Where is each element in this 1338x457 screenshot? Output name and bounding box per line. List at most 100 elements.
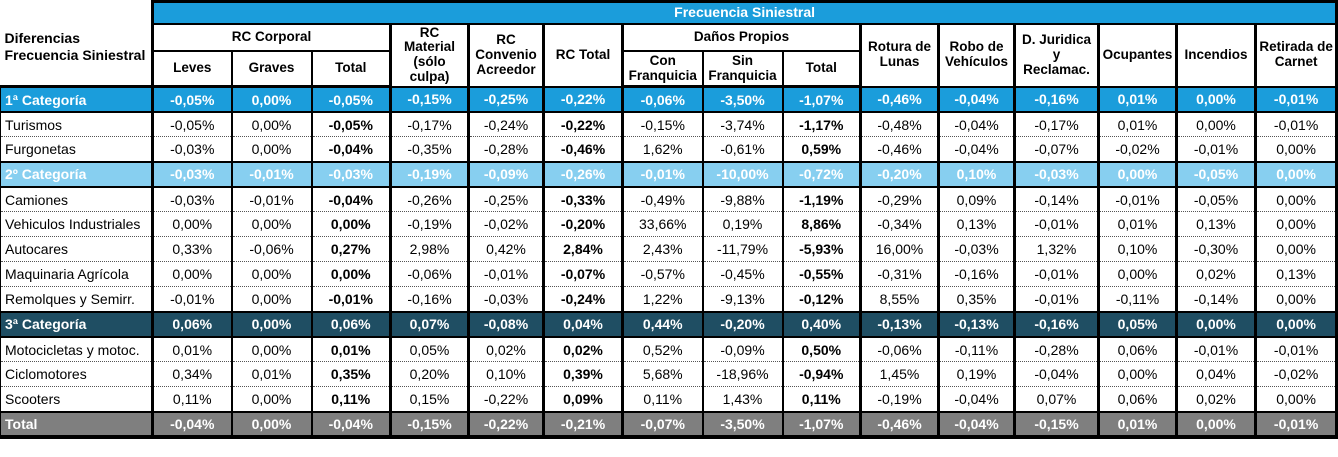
corner-label: Diferencias Frecuencia Siniestral xyxy=(0,23,154,89)
value-cell: -0,02% xyxy=(467,211,544,237)
value-cell: 0,00% xyxy=(1253,186,1338,212)
value-cell: 0,35% xyxy=(310,361,391,387)
value-cell: -0,01% xyxy=(230,186,312,212)
value-cell: -3,50% xyxy=(701,410,783,439)
col-header-d-juridica: D. Juridica y Reclamac. xyxy=(1013,22,1100,88)
value-cell: 1,22% xyxy=(621,286,703,312)
value-cell: -0,11% xyxy=(937,336,1015,362)
value-cell: -0,03% xyxy=(467,286,544,312)
value-cell: 0,00% xyxy=(1097,361,1177,387)
value-cell: -0,05% xyxy=(1175,160,1256,188)
value-cell: 0,02% xyxy=(1175,261,1256,287)
col-header-rc-corporal-total: Total xyxy=(310,49,392,89)
value-cell: -9,88% xyxy=(701,186,783,212)
value-cell: 0,00% xyxy=(230,286,312,312)
value-cell: -0,19% xyxy=(389,160,469,188)
value-cell: 0,00% xyxy=(230,336,312,362)
table-row: Turismos -0,05% 0,00% -0,05% -0,17% -0,24% -0,… xyxy=(0,111,1338,137)
col-header-incendios: Incendios xyxy=(1175,22,1257,88)
value-cell: -0,24% xyxy=(467,111,544,137)
value-cell: -0,22% xyxy=(467,410,544,439)
value-cell: 0,00% xyxy=(151,211,232,237)
value-cell: -0,12% xyxy=(781,286,861,312)
value-cell: -0,19% xyxy=(389,211,469,237)
value-cell: -0,16% xyxy=(1013,310,1099,338)
value-cell: 0,01% xyxy=(1097,85,1177,113)
row-label: Camiones xyxy=(0,186,154,212)
value-cell: 1,62% xyxy=(621,136,703,162)
value-cell: 0,00% xyxy=(230,386,312,412)
value-cell: -11,79% xyxy=(701,236,783,262)
value-cell: 0,00% xyxy=(310,211,391,237)
value-cell: 0,07% xyxy=(389,310,469,338)
value-cell: -0,01% xyxy=(151,286,232,312)
value-cell: -0,04% xyxy=(937,111,1015,137)
table-row: Camiones -0,03% -0,01% -0,04% -0,26% -0,25% -0… xyxy=(0,186,1338,212)
value-cell: 0,00% xyxy=(151,261,232,287)
col-header-rc-convenio: RC Convenio Acreedor xyxy=(467,22,545,88)
value-cell: 8,86% xyxy=(781,211,861,237)
value-cell: 0,00% xyxy=(1253,211,1338,237)
value-cell: -0,07% xyxy=(621,410,703,439)
row-label: 2º Categoría xyxy=(0,160,154,188)
value-cell: 0,13% xyxy=(937,211,1015,237)
value-cell: -0,15% xyxy=(389,85,469,113)
value-cell: -0,09% xyxy=(701,336,783,362)
value-cell: -9,13% xyxy=(701,286,783,312)
value-cell: -0,01% xyxy=(1013,211,1099,237)
value-cell: 0,50% xyxy=(781,336,861,362)
value-cell: 0,06% xyxy=(310,310,391,338)
value-cell: 0,00% xyxy=(230,410,312,439)
value-cell: -0,48% xyxy=(859,111,939,137)
value-cell: 0,04% xyxy=(542,310,623,338)
row-label: Remolques y Semirr. xyxy=(0,286,154,312)
table-row: 2º Categoría -0,03% -0,01% -0,03% -0,19% -0,0… xyxy=(0,160,1338,188)
value-cell: 0,39% xyxy=(542,361,623,387)
value-cell: -0,05% xyxy=(151,111,232,137)
value-cell: -0,01% xyxy=(1253,111,1338,137)
value-cell: 5,68% xyxy=(621,361,703,387)
value-cell: -0,20% xyxy=(859,160,939,188)
value-cell: -0,01% xyxy=(1175,336,1256,362)
value-cell: -0,01% xyxy=(467,261,544,287)
value-cell: 0,34% xyxy=(151,361,232,387)
value-cell: -0,01% xyxy=(621,160,703,188)
value-cell: 0,40% xyxy=(781,310,861,338)
col-header-rc-total: RC Total xyxy=(542,22,624,88)
value-cell: -0,02% xyxy=(1097,136,1177,162)
value-cell: 0,11% xyxy=(310,386,391,412)
row-label: 1ª Categoría xyxy=(0,85,154,113)
value-cell: -0,05% xyxy=(1175,186,1256,212)
value-cell: 0,19% xyxy=(701,211,783,237)
value-cell: 0,02% xyxy=(542,336,623,362)
value-cell: -0,35% xyxy=(389,136,469,162)
value-cell: 0,02% xyxy=(467,336,544,362)
value-cell: -0,55% xyxy=(781,261,861,287)
table-row: Vehiculos Industriales 0,00% 0,00% 0,00% -0,… xyxy=(0,211,1338,237)
value-cell: -0,46% xyxy=(542,136,623,162)
value-cell: -0,01% xyxy=(1097,186,1177,212)
value-cell: -0,22% xyxy=(467,386,544,412)
value-cell: -0,13% xyxy=(859,310,939,338)
value-cell: -0,04% xyxy=(937,410,1015,439)
value-cell: -0,14% xyxy=(1175,286,1256,312)
value-cell: 0,00% xyxy=(230,261,312,287)
value-cell: -0,04% xyxy=(310,136,391,162)
value-cell: -0,34% xyxy=(859,211,939,237)
header-row-groups: Diferencias Frecuencia Siniestral RC Cor… xyxy=(0,22,1338,89)
value-cell: 0,00% xyxy=(1175,85,1256,113)
col-group-rc-corporal: RC Corporal xyxy=(151,22,392,52)
table-header: Frecuencia Siniestral Diferencias Frecue… xyxy=(0,0,1338,89)
value-cell: -3,50% xyxy=(701,85,783,113)
value-cell: -0,16% xyxy=(1013,85,1099,113)
value-cell: 0,00% xyxy=(1253,136,1338,162)
value-cell: -0,01% xyxy=(1013,286,1099,312)
value-cell: 0,59% xyxy=(781,136,861,162)
value-cell: -0,94% xyxy=(781,361,861,387)
value-cell: -0,01% xyxy=(1253,336,1338,362)
value-cell: -1,19% xyxy=(781,186,861,212)
row-label: Maquinaria Agrícola xyxy=(0,261,154,287)
value-cell: -0,01% xyxy=(1013,261,1099,287)
value-cell: -0,17% xyxy=(1013,111,1099,137)
col-header-ocupantes: Ocupantes xyxy=(1097,22,1178,88)
